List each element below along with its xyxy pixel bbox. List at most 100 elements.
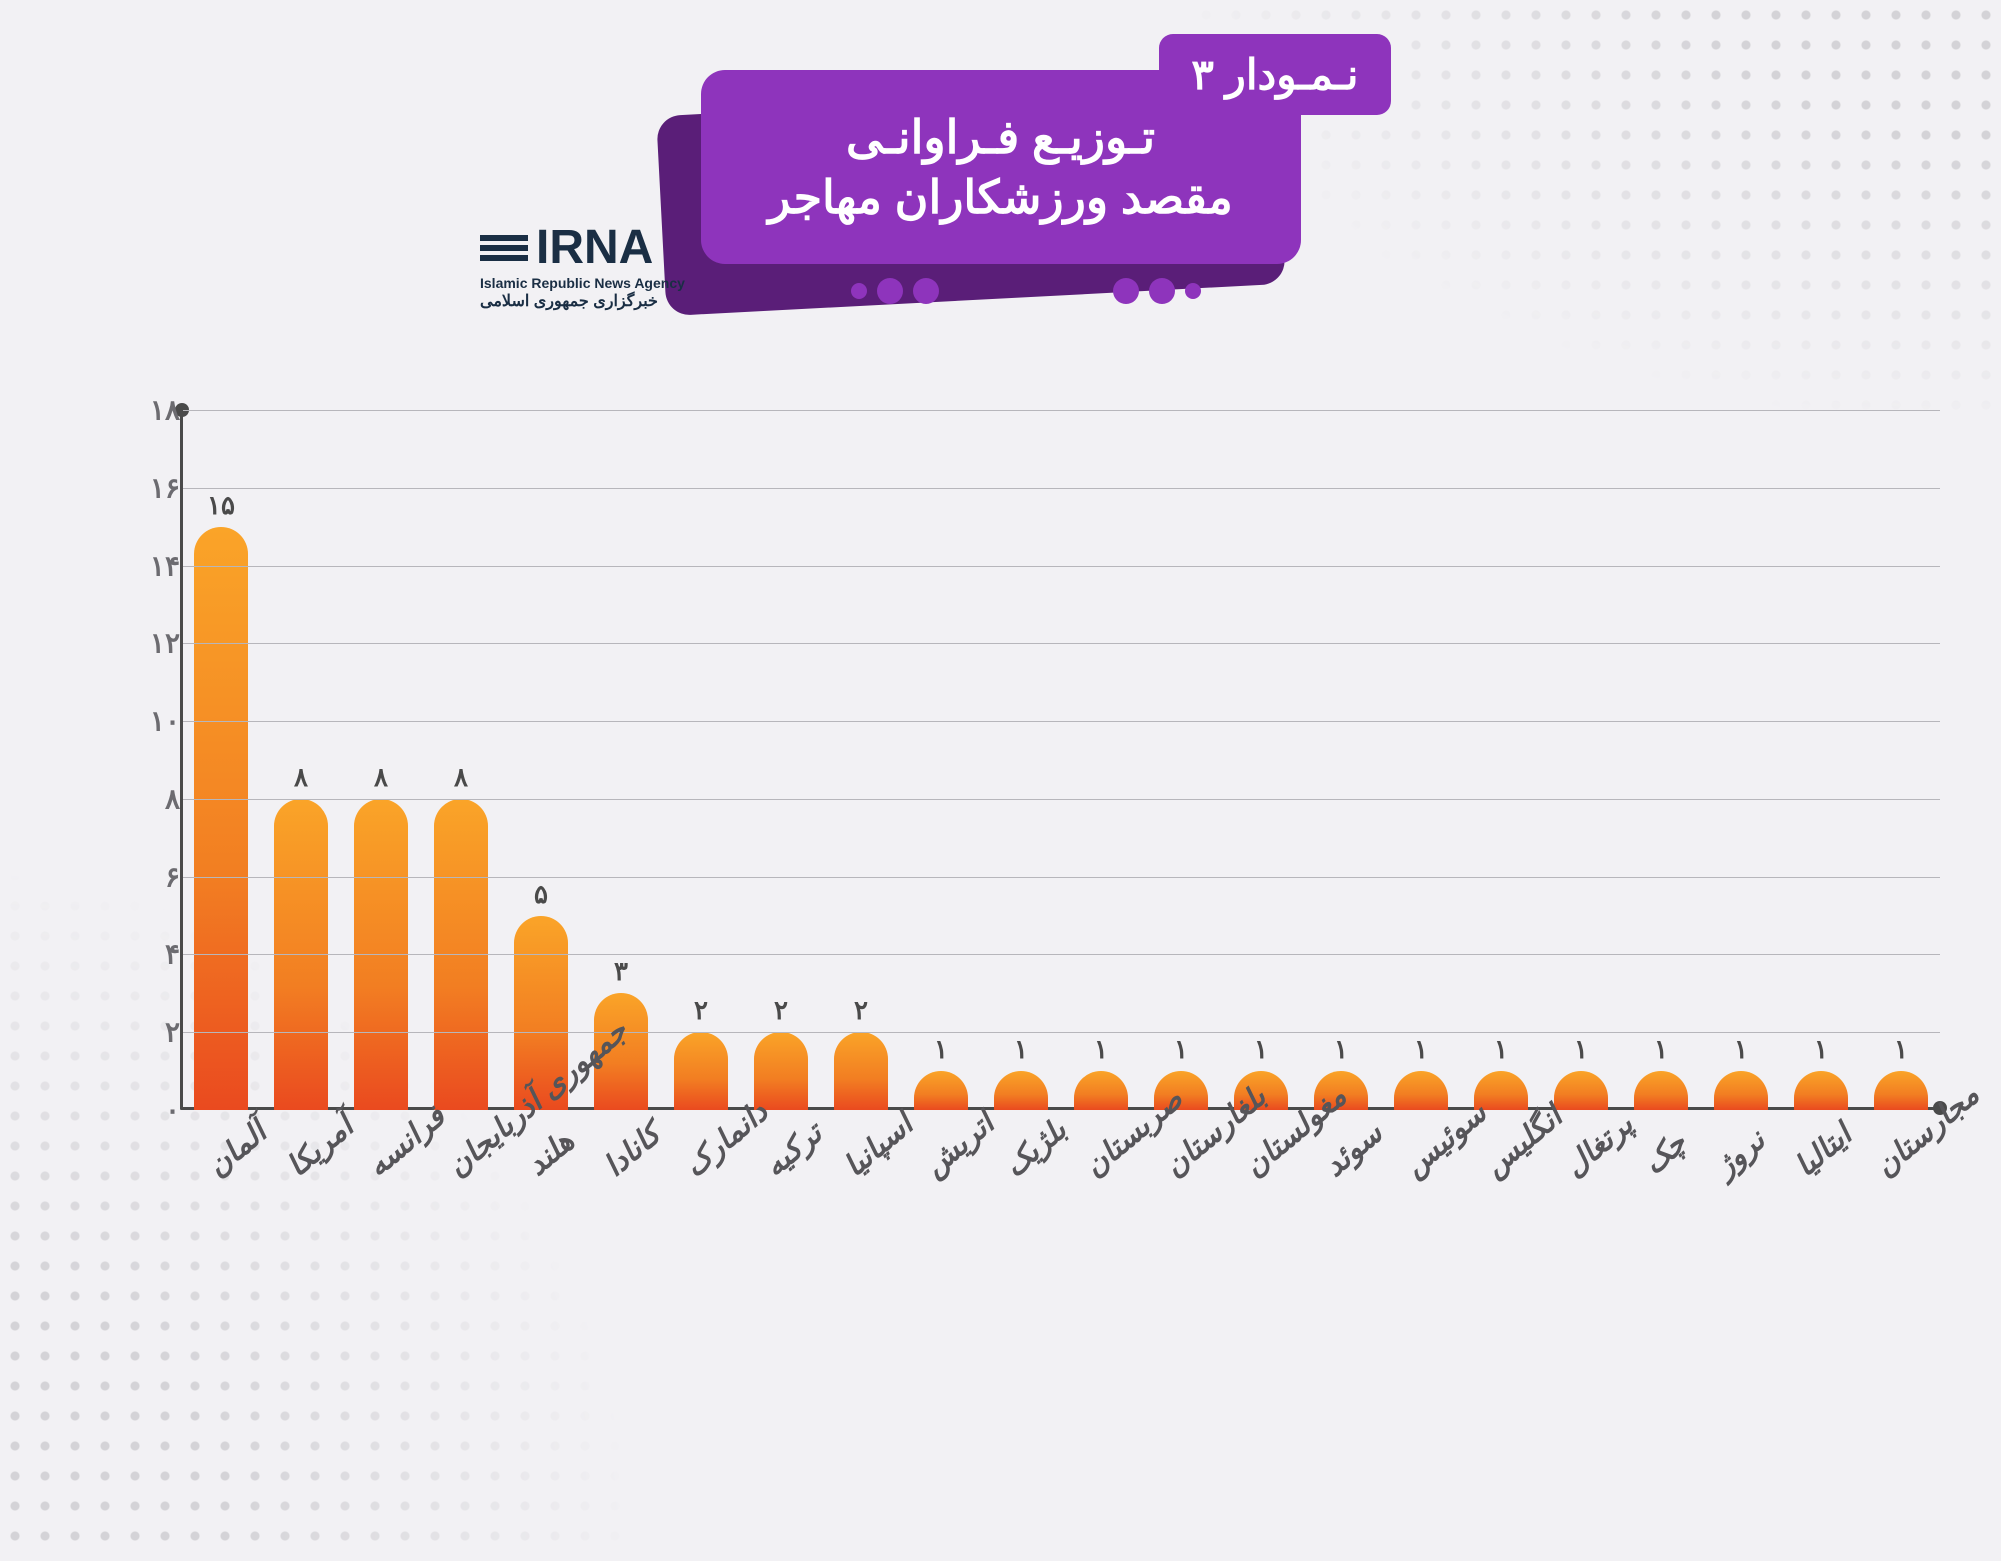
bar-value-label: ۱ bbox=[1494, 1034, 1508, 1065]
y-tick-label: ۱۶ bbox=[124, 471, 180, 504]
title-line-2a: مقصد bbox=[1108, 171, 1233, 223]
x-category-label: آمریکا bbox=[280, 1123, 383, 1231]
bar: ۱ bbox=[1634, 1034, 1688, 1110]
bar: ۱ bbox=[994, 1034, 1048, 1110]
bar-value-label: ۱ bbox=[1814, 1034, 1828, 1065]
title-line-2: مقصد ورزشکاران مهاجر bbox=[751, 170, 1251, 224]
y-axis bbox=[180, 410, 183, 1110]
bar-rect bbox=[1714, 1071, 1768, 1110]
x-category-label: بلغارستان bbox=[1157, 1123, 1260, 1231]
gridline bbox=[183, 643, 1940, 644]
bar-rect bbox=[1634, 1071, 1688, 1110]
gridline bbox=[183, 954, 1940, 955]
bar-chart: ۱۵۸۸۸۵۳۲۲۲۱۱۱۱۱۱۱۱۱۱۱۱۱ ۰۲۴۶۸۱۰۱۲۱۴۱۶۱۸ … bbox=[120, 410, 1940, 1190]
x-category-label: نروژ bbox=[1708, 1123, 1811, 1231]
gridline bbox=[183, 410, 1940, 411]
title-box: نـمـودار ۳ تـوزیـع فـراوانـی مقصد ورزشکا… bbox=[701, 70, 1301, 264]
title-dots-left bbox=[851, 278, 939, 304]
logo-bars-icon bbox=[480, 235, 528, 261]
bar-rect bbox=[994, 1071, 1048, 1110]
title-line-2b: ورزشکاران مهاجر bbox=[768, 171, 1108, 223]
bar-value-label: ۱ bbox=[1334, 1034, 1348, 1065]
y-tick-label: ۰ bbox=[124, 1094, 180, 1127]
bar-value-label: ۱ bbox=[1734, 1034, 1748, 1065]
bar-rect bbox=[1874, 1071, 1928, 1110]
gridline bbox=[183, 799, 1940, 800]
bar: ۸ bbox=[274, 762, 328, 1110]
x-category-label: پرتغال bbox=[1557, 1123, 1660, 1231]
bar-value-label: ۱ bbox=[1654, 1034, 1668, 1065]
gridline bbox=[183, 488, 1940, 489]
title-block: نـمـودار ۳ تـوزیـع فـراوانـی مقصد ورزشکا… bbox=[701, 70, 1301, 264]
bar: ۲ bbox=[834, 995, 888, 1110]
bar-rect bbox=[1554, 1071, 1608, 1110]
bar-value-label: ۵ bbox=[534, 879, 548, 910]
title-dots-right bbox=[1113, 278, 1201, 304]
bar: ۱ bbox=[1394, 1034, 1448, 1110]
bar-rect bbox=[1074, 1071, 1128, 1110]
bar: ۱ bbox=[1554, 1034, 1608, 1110]
gridline bbox=[183, 721, 1940, 722]
title-line-1: تـوزیـع فـراوانـی bbox=[751, 110, 1251, 164]
x-category-label: انگلیس bbox=[1477, 1123, 1580, 1231]
y-tick-label: ۱۰ bbox=[124, 705, 180, 738]
y-tick-label: ۸ bbox=[124, 782, 180, 815]
y-tick-label: ۱۸ bbox=[124, 394, 180, 427]
bar: ۱ bbox=[914, 1034, 968, 1110]
plot-area: ۱۵۸۸۸۵۳۲۲۲۱۱۱۱۱۱۱۱۱۱۱۱۱ ۰۲۴۶۸۱۰۱۲۱۴۱۶۱۸ bbox=[180, 410, 1940, 1110]
bar-value-label: ۱۵ bbox=[207, 490, 235, 521]
gridline bbox=[183, 1032, 1940, 1033]
bar: ۱ bbox=[1474, 1034, 1528, 1110]
bar-value-label: ۱ bbox=[1254, 1034, 1268, 1065]
gridline bbox=[183, 877, 1940, 878]
bar: ۱ bbox=[1874, 1034, 1928, 1110]
x-category-label: آلمان bbox=[200, 1123, 303, 1231]
bar-rect bbox=[1474, 1071, 1528, 1110]
bar-value-label: ۱ bbox=[1014, 1034, 1028, 1065]
bar: ۸ bbox=[354, 762, 408, 1110]
logo-sub-fa: خبرگزاری جمهوری اسلامی bbox=[480, 291, 685, 311]
bar-rect bbox=[914, 1071, 968, 1110]
chart-number-badge: نـمـودار ۳ bbox=[1159, 34, 1390, 115]
bar-rect bbox=[1794, 1071, 1848, 1110]
bar-value-label: ۸ bbox=[454, 762, 468, 793]
bar-value-label: ۱ bbox=[1094, 1034, 1108, 1065]
header: نـمـودار ۳ تـوزیـع فـراوانـی مقصد ورزشکا… bbox=[0, 40, 2001, 360]
bar-rect bbox=[754, 1032, 808, 1110]
bar-rect bbox=[674, 1032, 728, 1110]
irna-logo: IRNA Islamic Republic News Agency خبرگزا… bbox=[480, 220, 685, 311]
bars-container: ۱۵۸۸۸۵۳۲۲۲۱۱۱۱۱۱۱۱۱۱۱۱۱ bbox=[190, 410, 1930, 1110]
bar-value-label: ۳ bbox=[614, 956, 628, 987]
x-category-label: دانمارک bbox=[677, 1123, 780, 1231]
y-tick-label: ۲ bbox=[124, 1016, 180, 1049]
y-tick-label: ۶ bbox=[124, 860, 180, 893]
x-category-label: بلژیک bbox=[997, 1123, 1100, 1231]
bar: ۲ bbox=[674, 995, 728, 1110]
bar-value-label: ۲ bbox=[694, 995, 708, 1026]
bar-value-label: ۲ bbox=[854, 995, 868, 1026]
x-category-label: سوئد bbox=[1317, 1123, 1420, 1231]
x-category-label: جمهوری آذربایجان bbox=[440, 1123, 543, 1231]
bar: ۱ bbox=[1794, 1034, 1848, 1110]
gridline bbox=[183, 566, 1940, 567]
logo-text: IRNA bbox=[536, 220, 653, 275]
x-category-label: مغولستان bbox=[1237, 1123, 1340, 1231]
y-tick-label: ۱۲ bbox=[124, 627, 180, 660]
x-category-label: سوئیس bbox=[1397, 1123, 1500, 1231]
bar: ۸ bbox=[434, 762, 488, 1110]
y-tick-label: ۴ bbox=[124, 938, 180, 971]
bar: ۱ bbox=[1714, 1034, 1768, 1110]
x-category-label: چک bbox=[1636, 1125, 1732, 1228]
bar-value-label: ۱ bbox=[1574, 1034, 1588, 1065]
bar: ۱ bbox=[1074, 1034, 1128, 1110]
x-category-label: ترکیه bbox=[757, 1123, 860, 1231]
x-category-label: فرانسه bbox=[360, 1123, 463, 1231]
bar: ۲ bbox=[754, 995, 808, 1110]
x-category-label: اسپانیا bbox=[837, 1123, 940, 1231]
bar-rect bbox=[834, 1032, 888, 1110]
x-category-label: اتریش bbox=[917, 1123, 1020, 1231]
bar-rect bbox=[1394, 1071, 1448, 1110]
x-category-label: هلند bbox=[520, 1124, 620, 1230]
bar-value-label: ۲ bbox=[774, 995, 788, 1026]
bar-value-label: ۸ bbox=[374, 762, 388, 793]
